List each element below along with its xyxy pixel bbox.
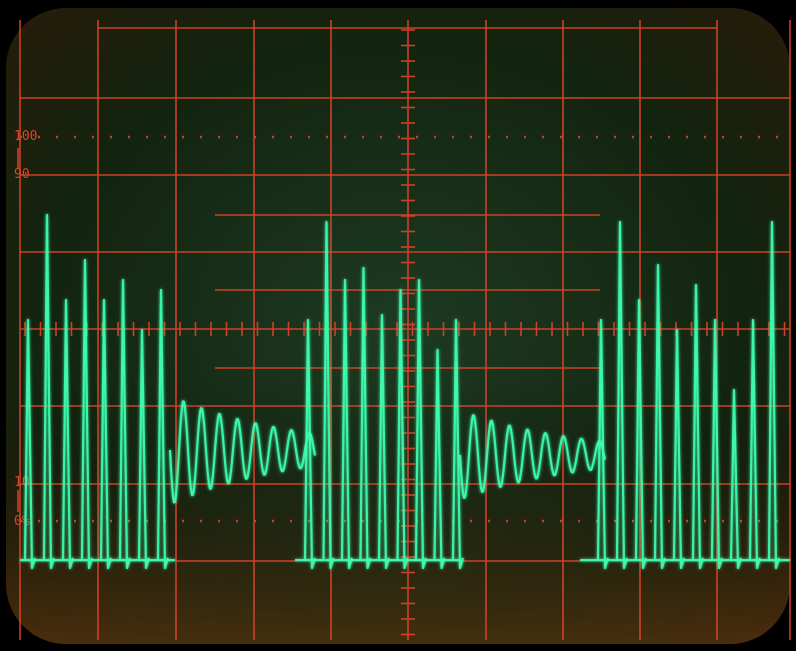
burst-1 xyxy=(23,213,170,570)
burst-3 xyxy=(596,220,781,570)
burst-2 xyxy=(303,220,465,570)
scale-label-100: 100 xyxy=(14,129,37,144)
signal-trace xyxy=(20,213,790,570)
scale-label-10: 10 xyxy=(14,475,30,490)
scale-label-0: 0% xyxy=(14,514,30,529)
scale-label-90: 90 xyxy=(14,167,30,182)
ringing-1 xyxy=(168,400,317,504)
ringing-2 xyxy=(458,414,607,499)
